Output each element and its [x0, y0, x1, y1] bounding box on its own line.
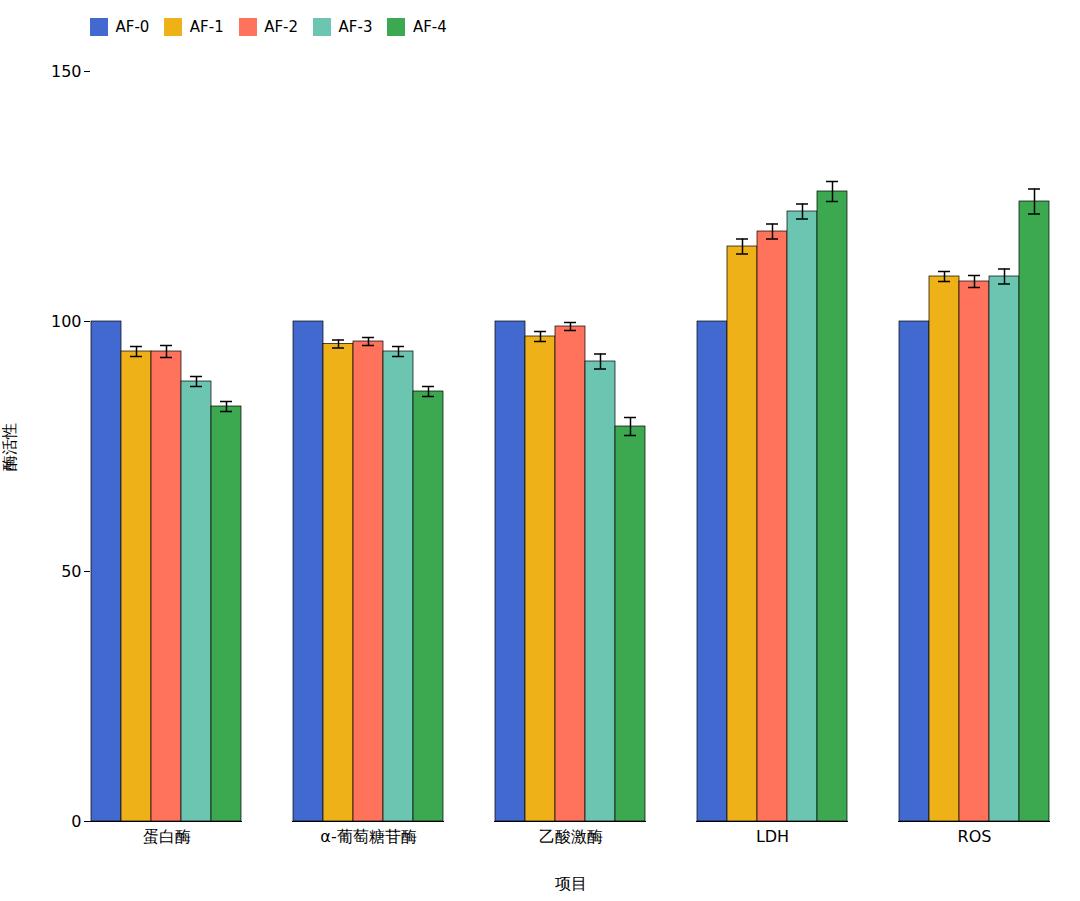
svg-text:酶活性: 酶活性	[0, 422, 19, 470]
svg-text:α-葡萄糖苷酶: α-葡萄糖苷酶	[320, 826, 416, 845]
html-text:AF-4: AF-4	[412, 17, 447, 36]
html-text:AF-0: AF-0	[115, 17, 150, 36]
svg-text:乙酸激酶: 乙酸激酶	[539, 826, 603, 845]
html-text:AF-3: AF-3	[338, 17, 373, 36]
svg-text:ROS: ROS	[958, 826, 992, 845]
svg-text:100: 100	[51, 311, 82, 330]
svg-text:LDH: LDH	[756, 826, 789, 845]
svg-text:项目: 项目	[555, 873, 587, 891]
svg-text:150: 150	[51, 61, 82, 80]
html-text:AF-1: AF-1	[189, 17, 224, 36]
svg-text:0: 0	[71, 811, 81, 830]
html-text:AF-2: AF-2	[264, 17, 299, 36]
svg-text:蛋白酶: 蛋白酶	[143, 826, 191, 845]
svg-text:50: 50	[61, 561, 81, 580]
